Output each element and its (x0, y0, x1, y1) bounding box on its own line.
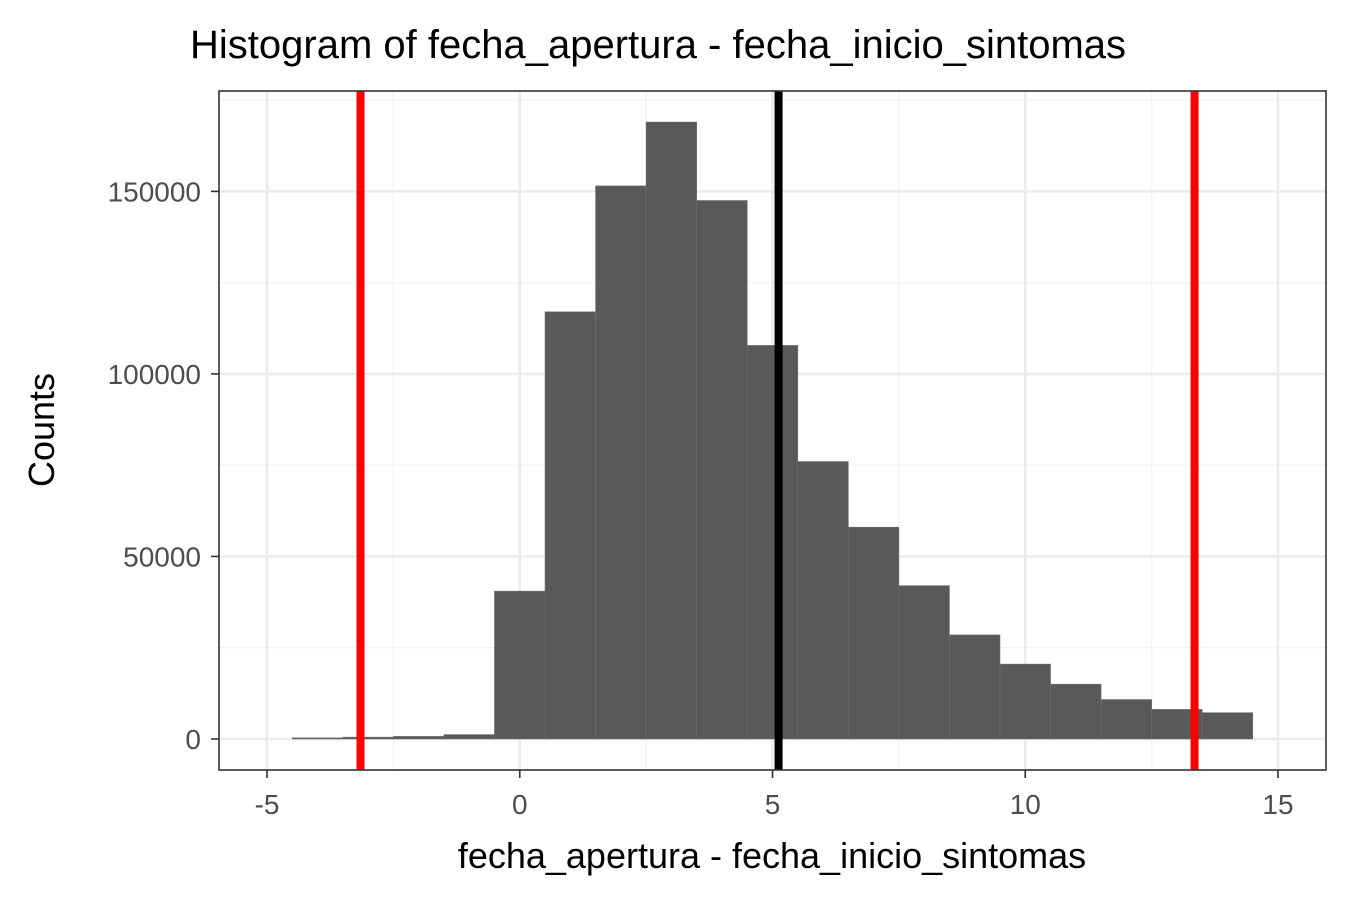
histogram-bar (848, 526, 900, 740)
histogram-bar (443, 734, 495, 740)
histogram-bars (291, 121, 1254, 740)
histogram-bar (393, 736, 445, 740)
chart-title: Histogram of fecha_apertura - fecha_inic… (190, 23, 1126, 67)
x-axis-title: fecha_apertura - fecha_inicio_sintomas (458, 835, 1086, 876)
x-tick-label: 5 (765, 789, 781, 820)
histogram-bar (595, 185, 647, 740)
y-tick-label: 50000 (123, 541, 201, 572)
histogram-bar (898, 585, 950, 740)
histogram-bar (999, 663, 1051, 740)
histogram-bar (291, 737, 344, 740)
histogram-bar (696, 200, 748, 740)
x-tick-label: -5 (255, 789, 280, 820)
y-tick-label: 150000 (108, 176, 201, 207)
histogram-bar (746, 345, 799, 740)
y-axis-title: Counts (21, 373, 62, 487)
y-tick-label: 0 (185, 724, 201, 755)
y-tick-label: 100000 (108, 359, 201, 390)
histogram-bar (1100, 699, 1152, 740)
histogram-bar (949, 634, 1001, 740)
histogram-bar (494, 590, 546, 740)
histogram-bar (1050, 683, 1102, 740)
y-axis-ticks: 0 50000 100000 150000 (108, 176, 219, 755)
histogram-bar (1201, 712, 1254, 740)
reference-lines (356, 91, 1199, 770)
histogram-bar (342, 736, 394, 740)
x-tick-label: 0 (512, 789, 528, 820)
histogram-bar (645, 121, 697, 740)
x-tick-label: 10 (1010, 789, 1041, 820)
histogram-bar (544, 311, 596, 740)
histogram-bar (797, 461, 849, 740)
x-tick-label: 15 (1262, 789, 1293, 820)
x-axis-ticks: -5 0 5 10 15 (255, 770, 1294, 820)
